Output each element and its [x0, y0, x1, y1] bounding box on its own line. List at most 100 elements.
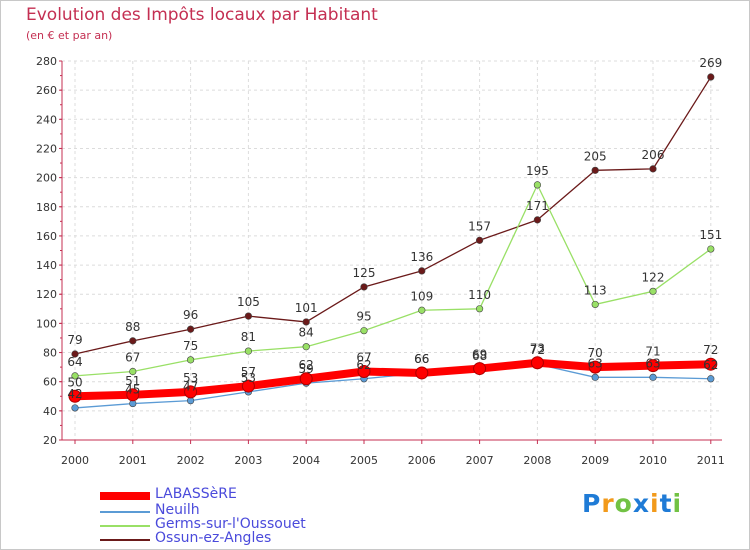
- data-point-ossun: [71, 350, 79, 358]
- y-tick-label: 80: [43, 347, 57, 360]
- x-tick-label: 2008: [523, 454, 551, 467]
- data-point-ossun: [707, 73, 715, 81]
- y-tick-label: 200: [36, 172, 57, 185]
- y-tick-label: 280: [36, 55, 57, 68]
- y-tick-label: 240: [36, 113, 57, 126]
- data-label-labassere: 50: [67, 375, 82, 389]
- data-point-labassere: [299, 372, 313, 386]
- data-label-labassere: 62: [299, 358, 314, 372]
- data-label-germs: 81: [241, 330, 256, 344]
- data-label-labassere: 73: [530, 342, 545, 356]
- data-point-germs: [187, 356, 195, 364]
- data-point-labassere: [704, 357, 718, 371]
- data-label-neuilh: 59: [299, 362, 314, 376]
- chart-title: Evolution des Impôts locaux par Habitant: [26, 5, 378, 25]
- data-point-germs: [71, 372, 79, 380]
- data-point-neuilh: [591, 373, 599, 381]
- data-label-neuilh: 62: [356, 358, 371, 372]
- data-point-labassere: [646, 359, 660, 373]
- data-label-germs: 67: [125, 350, 140, 364]
- data-point-ossun: [244, 312, 252, 320]
- data-point-germs: [129, 367, 137, 376]
- y-tick-label: 260: [36, 84, 57, 97]
- data-label-labassere: 67: [356, 350, 371, 364]
- data-label-labassere: 69: [472, 348, 487, 362]
- data-label-germs: 75: [183, 339, 198, 353]
- data-label-neuilh: 47: [183, 380, 198, 394]
- data-label-germs: 84: [299, 326, 314, 340]
- data-label-ossun: 136: [410, 250, 433, 264]
- data-label-labassere: 71: [645, 345, 660, 359]
- data-label-labassere: 51: [125, 374, 140, 388]
- data-label-ossun: 125: [353, 266, 376, 280]
- y-tick-label: 140: [36, 259, 57, 272]
- y-tick-label: 60: [43, 376, 57, 389]
- data-point-germs: [476, 305, 484, 313]
- data-label-neuilh: 62: [703, 358, 718, 372]
- data-label-ossun: 205: [584, 149, 607, 163]
- data-point-labassere: [588, 360, 602, 374]
- x-tick-label: 2009: [581, 454, 609, 467]
- chart-subtitle: (en € et par an): [26, 29, 113, 42]
- data-point-germs: [360, 327, 368, 335]
- data-point-germs: [591, 300, 599, 309]
- data-point-ossun: [418, 267, 426, 275]
- x-tick-label: 2004: [292, 454, 320, 467]
- y-tick-label: 20: [43, 434, 57, 447]
- x-tick-label: 2011: [697, 454, 725, 467]
- data-point-labassere: [530, 356, 544, 370]
- legend-swatch-ossun: [100, 539, 150, 541]
- legend-label-neuilh: Neuilh: [155, 502, 200, 518]
- proxiti-logo: Proxiti: [582, 489, 682, 518]
- x-tick-label: 2002: [177, 454, 205, 467]
- data-point-labassere: [126, 388, 140, 402]
- data-label-neuilh: 45: [125, 383, 140, 397]
- data-point-neuilh: [707, 375, 715, 383]
- y-tick-label: 40: [43, 405, 57, 418]
- data-label-neuilh: 63: [588, 356, 603, 370]
- data-label-ossun: 105: [237, 295, 260, 309]
- legend-swatch-germs: [100, 525, 150, 527]
- logo-letter: o: [614, 489, 633, 518]
- y-tick-label: 120: [36, 288, 57, 301]
- data-point-labassere: [415, 366, 429, 380]
- x-tick-label: 2005: [350, 454, 378, 467]
- data-point-germs: [418, 306, 426, 314]
- legend-swatch-neuilh: [100, 511, 150, 513]
- x-tick-label: 2010: [639, 454, 667, 467]
- data-label-ossun: 96: [183, 308, 198, 322]
- data-point-germs: [707, 245, 715, 253]
- x-tick-label: 2006: [408, 454, 436, 467]
- data-point-ossun: [533, 216, 542, 224]
- y-tick-label: 160: [36, 230, 57, 243]
- legend-label-germs: Germs-sur-l'Oussouet: [155, 516, 306, 532]
- data-label-ossun: 171: [526, 199, 549, 213]
- data-point-ossun: [360, 283, 368, 291]
- logo-letter: r: [601, 489, 615, 518]
- data-label-neuilh: 68: [472, 349, 487, 363]
- data-point-ossun: [649, 165, 657, 173]
- data-label-germs: 95: [356, 310, 371, 324]
- data-label-labassere: 53: [183, 371, 198, 385]
- x-tick-label: 2003: [234, 454, 262, 467]
- data-point-ossun: [187, 325, 195, 333]
- data-label-labassere: 66: [414, 352, 429, 366]
- data-label-ossun: 88: [125, 320, 140, 334]
- data-point-ossun: [129, 337, 137, 345]
- data-point-ossun: [591, 166, 599, 174]
- legend-swatch-labassere: [100, 492, 150, 500]
- data-point-neuilh: [649, 373, 657, 381]
- data-point-germs: [302, 343, 310, 351]
- x-tick-label: 2007: [466, 454, 494, 467]
- data-label-ossun: 206: [642, 148, 665, 162]
- data-label-neuilh: 66: [414, 352, 429, 366]
- y-tick-label: 100: [36, 317, 57, 330]
- plot-area: [62, 61, 722, 440]
- y-tick-label: 180: [36, 201, 57, 214]
- data-point-germs: [244, 347, 252, 355]
- data-label-germs: 151: [699, 228, 722, 242]
- legend-label-labassere: LABASSèRE: [155, 486, 237, 502]
- data-label-ossun: 269: [699, 56, 722, 70]
- data-point-neuilh: [71, 404, 79, 412]
